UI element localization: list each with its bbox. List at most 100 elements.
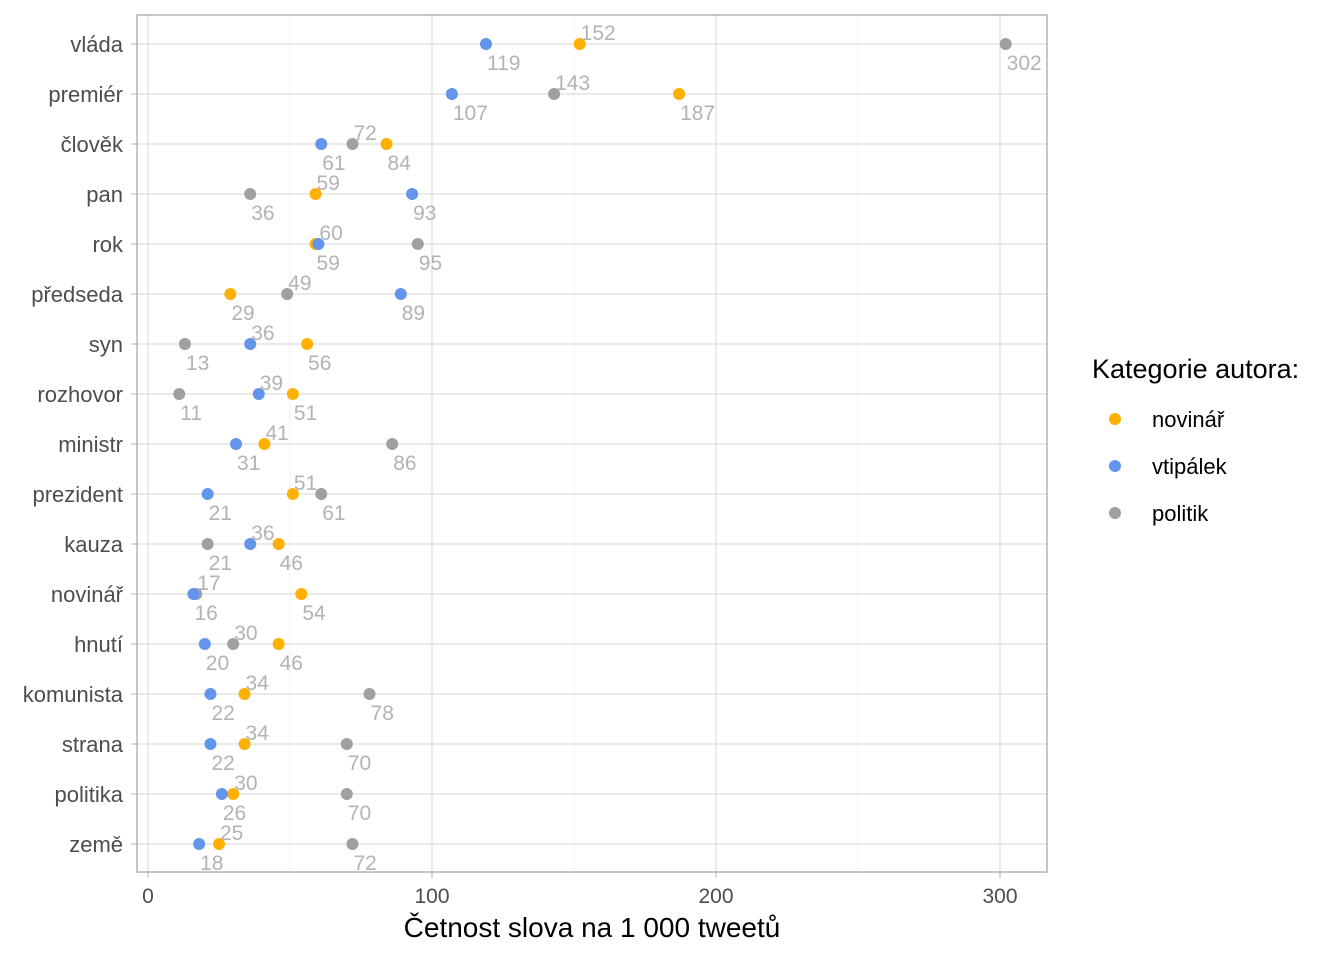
data-label: 22 <box>211 702 234 725</box>
point-vtipálek <box>252 388 265 400</box>
data-label: 61 <box>322 502 345 525</box>
point-politik <box>315 488 328 500</box>
data-label: 11 <box>180 402 202 425</box>
point-politik <box>346 138 359 150</box>
point-politik <box>363 688 376 700</box>
x-tick-label: 100 <box>414 885 449 908</box>
point-novinář <box>286 388 299 400</box>
point-vtipálek <box>187 588 200 600</box>
point-novinář <box>238 688 251 700</box>
data-label: 30 <box>234 622 257 645</box>
point-politik <box>386 438 399 450</box>
y-tick-label: rozhovor <box>37 382 123 407</box>
y-tick-label: člověk <box>61 132 124 157</box>
point-vtipálek <box>204 688 217 700</box>
point-novinář <box>224 288 237 300</box>
data-label: 21 <box>209 552 232 575</box>
point-novinář <box>380 138 393 150</box>
legend-key-novinář <box>1109 413 1121 425</box>
point-politik <box>201 538 214 550</box>
data-label: 29 <box>231 302 254 325</box>
y-tick-label: komunista <box>23 682 124 707</box>
grid <box>131 15 1047 872</box>
legend-label: vtipálek <box>1152 454 1228 479</box>
data-label: 86 <box>393 452 416 475</box>
point-vtipálek <box>198 638 211 650</box>
data-label: 70 <box>348 752 371 775</box>
point-politik <box>244 188 257 200</box>
point-vtipálek <box>315 138 328 150</box>
point-novinář <box>238 738 251 750</box>
data-label: 54 <box>302 602 326 625</box>
data-label: 302 <box>1007 52 1042 75</box>
legend-title: Kategorie autora: <box>1092 354 1299 384</box>
data-label: 72 <box>353 122 376 145</box>
data-labels: 119 152 302 107 143 187 61 72 84 36 59 93 59 60 95 29 49… <box>180 22 1041 875</box>
data-label: 17 <box>197 572 220 595</box>
point-novinář <box>272 638 285 650</box>
point-politik <box>178 338 191 350</box>
points <box>173 38 1012 850</box>
legend-key-vtipálek <box>1109 460 1121 472</box>
y-tick-label: prezident <box>32 482 123 507</box>
point-novinář <box>309 188 322 200</box>
x-tick-label: 200 <box>698 885 733 908</box>
y-tick-label: pan <box>86 182 123 207</box>
x-tick-label: 300 <box>982 885 1017 908</box>
point-vtipálek <box>193 838 206 850</box>
data-label: 95 <box>419 252 442 275</box>
y-tick-label: syn <box>89 332 123 357</box>
y-tick-label: strana <box>62 732 124 757</box>
data-label: 61 <box>322 152 345 175</box>
data-label: 107 <box>453 102 488 125</box>
data-label: 72 <box>353 852 376 875</box>
point-novinář <box>272 538 285 550</box>
data-label: 119 <box>487 52 520 75</box>
point-vtipálek <box>479 38 492 50</box>
y-axis-labels: vláda premiér člověk pan rok předseda syn rozho… <box>23 32 124 857</box>
point-novinář <box>301 338 314 350</box>
point-novinář <box>573 38 586 50</box>
data-label: 30 <box>234 772 257 795</box>
data-label: 36 <box>251 202 274 225</box>
point-politik <box>346 838 359 850</box>
data-label: 25 <box>220 822 243 845</box>
data-label: 22 <box>211 752 234 775</box>
point-politik <box>340 738 353 750</box>
y-tick-label: hnutí <box>74 632 123 657</box>
x-axis-ticks: 0 100 200 300 <box>142 872 1018 908</box>
y-tick-label: rok <box>92 232 124 257</box>
point-politik <box>173 388 186 400</box>
x-tick-label: 0 <box>142 885 154 908</box>
point-novinář <box>258 438 271 450</box>
y-tick-label: kauza <box>64 532 123 557</box>
point-politik <box>281 288 294 300</box>
data-label: 46 <box>280 652 303 675</box>
point-vtipálek <box>204 738 217 750</box>
panel-border <box>136 14 1048 873</box>
data-label: 89 <box>402 302 425 325</box>
data-label: 31 <box>237 452 260 475</box>
data-label: 41 <box>265 422 288 445</box>
point-politik <box>999 38 1012 50</box>
data-label: 46 <box>280 552 303 575</box>
y-tick-label: země <box>69 832 123 857</box>
data-label: 59 <box>317 172 340 195</box>
data-label: 16 <box>194 602 217 625</box>
data-label: 70 <box>348 802 371 825</box>
data-label: 187 <box>680 102 715 125</box>
data-label: 78 <box>371 702 394 725</box>
data-label: 49 <box>288 272 311 295</box>
data-label: 36 <box>251 322 274 345</box>
y-tick-label: vláda <box>70 32 123 57</box>
point-novinář <box>213 838 225 850</box>
data-label: 39 <box>260 372 283 395</box>
point-vtipálek <box>244 538 257 550</box>
data-label: 51 <box>294 402 317 425</box>
y-tick-label: premiér <box>48 82 123 107</box>
point-novinář <box>295 588 308 600</box>
data-label: 56 <box>308 352 331 375</box>
point-vtipálek <box>201 488 214 500</box>
data-label: 34 <box>246 722 270 745</box>
point-politik <box>411 238 424 250</box>
